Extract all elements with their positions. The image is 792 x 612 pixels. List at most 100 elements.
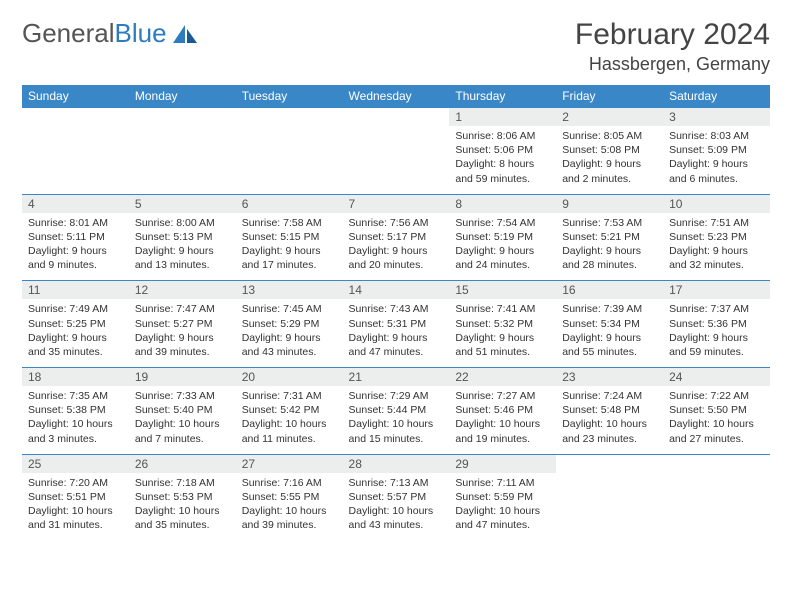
day-header: Saturday (663, 85, 770, 108)
day-details: Sunrise: 7:18 AMSunset: 5:53 PMDaylight:… (129, 473, 236, 541)
day-details: Sunrise: 7:45 AMSunset: 5:29 PMDaylight:… (236, 299, 343, 367)
day-number: 21 (343, 368, 450, 386)
day-details: Sunrise: 7:56 AMSunset: 5:17 PMDaylight:… (343, 213, 450, 281)
day-cell: 23Sunrise: 7:24 AMSunset: 5:48 PMDayligh… (556, 368, 663, 455)
day-details: Sunrise: 7:20 AMSunset: 5:51 PMDaylight:… (22, 473, 129, 541)
day-number: 20 (236, 368, 343, 386)
day-number: 16 (556, 281, 663, 299)
day-header: Sunday (22, 85, 129, 108)
week-row: 25Sunrise: 7:20 AMSunset: 5:51 PMDayligh… (22, 454, 770, 540)
day-number: 3 (663, 108, 770, 126)
day-number: 8 (449, 195, 556, 213)
day-number: 14 (343, 281, 450, 299)
logo-sail-icon (171, 23, 199, 45)
month-title: February 2024 (575, 18, 770, 52)
day-details: Sunrise: 7:31 AMSunset: 5:42 PMDaylight:… (236, 386, 343, 454)
week-row: 4Sunrise: 8:01 AMSunset: 5:11 PMDaylight… (22, 194, 770, 281)
day-number: 9 (556, 195, 663, 213)
day-details: Sunrise: 7:29 AMSunset: 5:44 PMDaylight:… (343, 386, 450, 454)
day-header: Monday (129, 85, 236, 108)
day-details: Sunrise: 7:11 AMSunset: 5:59 PMDaylight:… (449, 473, 556, 541)
title-block: February 2024 Hassbergen, Germany (575, 18, 770, 75)
day-number: 19 (129, 368, 236, 386)
week-row: 11Sunrise: 7:49 AMSunset: 5:25 PMDayligh… (22, 281, 770, 368)
week-row: 18Sunrise: 7:35 AMSunset: 5:38 PMDayligh… (22, 368, 770, 455)
day-details: Sunrise: 8:03 AMSunset: 5:09 PMDaylight:… (663, 126, 770, 194)
day-cell: 21Sunrise: 7:29 AMSunset: 5:44 PMDayligh… (343, 368, 450, 455)
day-number: 24 (663, 368, 770, 386)
day-cell (556, 454, 663, 540)
calendar-body: 1Sunrise: 8:06 AMSunset: 5:06 PMDaylight… (22, 108, 770, 541)
day-cell: 7Sunrise: 7:56 AMSunset: 5:17 PMDaylight… (343, 194, 450, 281)
day-cell: 19Sunrise: 7:33 AMSunset: 5:40 PMDayligh… (129, 368, 236, 455)
day-header-row: SundayMondayTuesdayWednesdayThursdayFrid… (22, 85, 770, 108)
day-cell: 24Sunrise: 7:22 AMSunset: 5:50 PMDayligh… (663, 368, 770, 455)
day-header: Thursday (449, 85, 556, 108)
day-details: Sunrise: 7:39 AMSunset: 5:34 PMDaylight:… (556, 299, 663, 367)
day-cell: 14Sunrise: 7:43 AMSunset: 5:31 PMDayligh… (343, 281, 450, 368)
day-header: Wednesday (343, 85, 450, 108)
day-details: Sunrise: 7:58 AMSunset: 5:15 PMDaylight:… (236, 213, 343, 281)
day-cell: 15Sunrise: 7:41 AMSunset: 5:32 PMDayligh… (449, 281, 556, 368)
day-details: Sunrise: 7:33 AMSunset: 5:40 PMDaylight:… (129, 386, 236, 454)
day-cell: 13Sunrise: 7:45 AMSunset: 5:29 PMDayligh… (236, 281, 343, 368)
day-cell (236, 108, 343, 195)
day-details: Sunrise: 7:49 AMSunset: 5:25 PMDaylight:… (22, 299, 129, 367)
day-details: Sunrise: 7:41 AMSunset: 5:32 PMDaylight:… (449, 299, 556, 367)
day-cell: 28Sunrise: 7:13 AMSunset: 5:57 PMDayligh… (343, 454, 450, 540)
day-header: Friday (556, 85, 663, 108)
day-details: Sunrise: 8:00 AMSunset: 5:13 PMDaylight:… (129, 213, 236, 281)
day-cell (343, 108, 450, 195)
day-cell: 12Sunrise: 7:47 AMSunset: 5:27 PMDayligh… (129, 281, 236, 368)
day-cell: 27Sunrise: 7:16 AMSunset: 5:55 PMDayligh… (236, 454, 343, 540)
day-cell: 16Sunrise: 7:39 AMSunset: 5:34 PMDayligh… (556, 281, 663, 368)
day-details: Sunrise: 7:35 AMSunset: 5:38 PMDaylight:… (22, 386, 129, 454)
day-number: 28 (343, 455, 450, 473)
day-number: 10 (663, 195, 770, 213)
day-number: 4 (22, 195, 129, 213)
day-details: Sunrise: 8:05 AMSunset: 5:08 PMDaylight:… (556, 126, 663, 194)
day-cell: 18Sunrise: 7:35 AMSunset: 5:38 PMDayligh… (22, 368, 129, 455)
day-details: Sunrise: 7:24 AMSunset: 5:48 PMDaylight:… (556, 386, 663, 454)
day-details: Sunrise: 7:53 AMSunset: 5:21 PMDaylight:… (556, 213, 663, 281)
day-details: Sunrise: 8:06 AMSunset: 5:06 PMDaylight:… (449, 126, 556, 194)
day-number: 12 (129, 281, 236, 299)
day-number: 15 (449, 281, 556, 299)
day-details: Sunrise: 7:13 AMSunset: 5:57 PMDaylight:… (343, 473, 450, 541)
day-cell: 4Sunrise: 8:01 AMSunset: 5:11 PMDaylight… (22, 194, 129, 281)
logo: GeneralBlue (22, 18, 199, 49)
day-number: 22 (449, 368, 556, 386)
day-cell: 25Sunrise: 7:20 AMSunset: 5:51 PMDayligh… (22, 454, 129, 540)
day-number: 26 (129, 455, 236, 473)
day-header: Tuesday (236, 85, 343, 108)
day-cell: 2Sunrise: 8:05 AMSunset: 5:08 PMDaylight… (556, 108, 663, 195)
day-cell: 6Sunrise: 7:58 AMSunset: 5:15 PMDaylight… (236, 194, 343, 281)
day-number: 29 (449, 455, 556, 473)
day-details: Sunrise: 7:43 AMSunset: 5:31 PMDaylight:… (343, 299, 450, 367)
week-row: 1Sunrise: 8:06 AMSunset: 5:06 PMDaylight… (22, 108, 770, 195)
day-cell (129, 108, 236, 195)
location-label: Hassbergen, Germany (575, 54, 770, 75)
day-cell: 5Sunrise: 8:00 AMSunset: 5:13 PMDaylight… (129, 194, 236, 281)
day-details: Sunrise: 7:16 AMSunset: 5:55 PMDaylight:… (236, 473, 343, 541)
day-cell: 26Sunrise: 7:18 AMSunset: 5:53 PMDayligh… (129, 454, 236, 540)
day-details: Sunrise: 7:27 AMSunset: 5:46 PMDaylight:… (449, 386, 556, 454)
day-number: 25 (22, 455, 129, 473)
day-details: Sunrise: 7:47 AMSunset: 5:27 PMDaylight:… (129, 299, 236, 367)
day-cell: 20Sunrise: 7:31 AMSunset: 5:42 PMDayligh… (236, 368, 343, 455)
day-number: 5 (129, 195, 236, 213)
day-cell: 17Sunrise: 7:37 AMSunset: 5:36 PMDayligh… (663, 281, 770, 368)
day-number: 13 (236, 281, 343, 299)
day-cell: 1Sunrise: 8:06 AMSunset: 5:06 PMDaylight… (449, 108, 556, 195)
day-number: 7 (343, 195, 450, 213)
day-cell: 8Sunrise: 7:54 AMSunset: 5:19 PMDaylight… (449, 194, 556, 281)
page-header: GeneralBlue February 2024 Hassbergen, Ge… (22, 18, 770, 75)
day-details: Sunrise: 8:01 AMSunset: 5:11 PMDaylight:… (22, 213, 129, 281)
day-number: 6 (236, 195, 343, 213)
day-cell: 11Sunrise: 7:49 AMSunset: 5:25 PMDayligh… (22, 281, 129, 368)
day-details: Sunrise: 7:22 AMSunset: 5:50 PMDaylight:… (663, 386, 770, 454)
day-number: 11 (22, 281, 129, 299)
day-number: 17 (663, 281, 770, 299)
day-cell: 10Sunrise: 7:51 AMSunset: 5:23 PMDayligh… (663, 194, 770, 281)
calendar-table: SundayMondayTuesdayWednesdayThursdayFrid… (22, 85, 770, 540)
